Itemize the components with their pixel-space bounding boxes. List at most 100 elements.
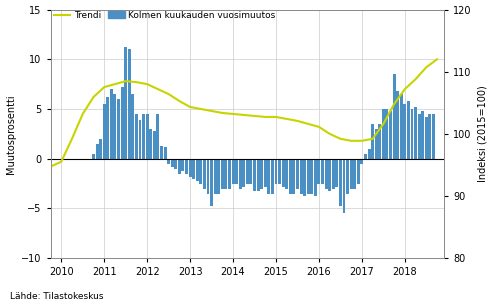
Bar xyxy=(282,159,284,187)
Bar xyxy=(267,159,270,194)
Bar xyxy=(396,91,399,159)
Bar xyxy=(131,94,134,159)
Bar xyxy=(228,159,231,188)
Trendi xyxy=(134,80,140,84)
Bar xyxy=(139,120,141,159)
Bar xyxy=(364,154,367,159)
Bar xyxy=(392,74,395,159)
Bar xyxy=(189,159,192,177)
Trendi xyxy=(230,112,236,116)
Bar xyxy=(425,117,428,159)
Bar xyxy=(221,159,224,188)
Trendi xyxy=(359,139,365,143)
Bar xyxy=(153,131,156,159)
Bar xyxy=(171,159,174,167)
Bar xyxy=(160,146,163,159)
Bar xyxy=(99,139,102,159)
Trendi xyxy=(209,109,214,113)
Bar xyxy=(353,159,356,188)
Bar xyxy=(146,114,148,159)
Trendi xyxy=(348,139,354,143)
Bar xyxy=(357,159,360,184)
Trendi xyxy=(381,122,387,126)
Bar xyxy=(375,129,378,159)
Bar xyxy=(296,159,299,188)
Bar xyxy=(124,47,127,159)
Trendi xyxy=(316,125,322,129)
Trendi xyxy=(284,117,290,121)
Bar xyxy=(96,144,99,159)
Bar xyxy=(343,159,346,213)
Legend: Trendi, Kolmen kuukauden vuosimuutos: Trendi, Kolmen kuukauden vuosimuutos xyxy=(50,7,279,23)
Bar xyxy=(275,159,278,184)
Bar xyxy=(314,159,317,196)
Bar xyxy=(292,159,295,194)
Y-axis label: Indeksi (2015=100): Indeksi (2015=100) xyxy=(477,85,488,182)
Trendi xyxy=(294,119,300,123)
Trendi xyxy=(391,102,397,106)
Bar xyxy=(135,114,138,159)
Bar xyxy=(178,159,181,174)
Bar xyxy=(332,159,335,188)
Trendi xyxy=(144,82,150,86)
Bar xyxy=(310,159,313,194)
Bar xyxy=(92,154,95,159)
Trendi xyxy=(155,87,161,91)
Bar xyxy=(339,159,342,206)
Bar xyxy=(321,159,324,184)
Bar xyxy=(260,159,263,188)
Text: Lähde: Tilastokeskus: Lähde: Tilastokeskus xyxy=(10,292,104,301)
Trendi xyxy=(91,95,97,99)
Bar xyxy=(289,159,292,194)
Bar xyxy=(400,94,403,159)
Bar xyxy=(142,114,145,159)
Bar xyxy=(164,147,167,159)
Bar xyxy=(389,111,392,159)
Bar xyxy=(106,97,109,159)
Bar xyxy=(382,109,385,159)
Trendi xyxy=(423,65,429,69)
Bar xyxy=(317,159,320,184)
Trendi xyxy=(166,92,172,96)
Trendi xyxy=(305,122,311,126)
Bar xyxy=(217,159,220,194)
Trendi xyxy=(219,111,225,115)
Bar xyxy=(285,159,288,188)
Y-axis label: Muutosprosentti: Muutosprosentti xyxy=(5,94,16,174)
Bar xyxy=(335,159,338,187)
Bar xyxy=(346,159,349,194)
Bar xyxy=(121,87,124,159)
Line: Trendi: Trendi xyxy=(50,59,437,167)
Trendi xyxy=(273,115,279,119)
Bar xyxy=(324,159,327,188)
Bar xyxy=(253,159,256,191)
Bar xyxy=(185,159,188,174)
Bar xyxy=(213,159,216,194)
Trendi xyxy=(338,137,344,141)
Bar xyxy=(249,159,252,184)
Trendi xyxy=(262,115,268,119)
Trendi xyxy=(370,137,376,141)
Trendi xyxy=(327,132,333,136)
Trendi xyxy=(80,112,86,116)
Bar xyxy=(156,114,159,159)
Bar xyxy=(371,124,374,159)
Trendi xyxy=(198,107,204,111)
Bar xyxy=(203,159,206,188)
Bar xyxy=(264,159,267,187)
Bar xyxy=(360,159,363,164)
Bar xyxy=(350,159,352,188)
Bar xyxy=(224,159,227,188)
Bar xyxy=(307,159,310,194)
Bar xyxy=(128,49,131,159)
Bar xyxy=(418,114,421,159)
Bar xyxy=(175,159,177,169)
Bar xyxy=(181,159,184,171)
Bar xyxy=(411,109,414,159)
Bar xyxy=(239,159,242,188)
Bar xyxy=(199,159,202,184)
Bar xyxy=(432,114,435,159)
Trendi xyxy=(402,87,408,91)
Bar xyxy=(149,129,152,159)
Trendi xyxy=(187,105,193,109)
